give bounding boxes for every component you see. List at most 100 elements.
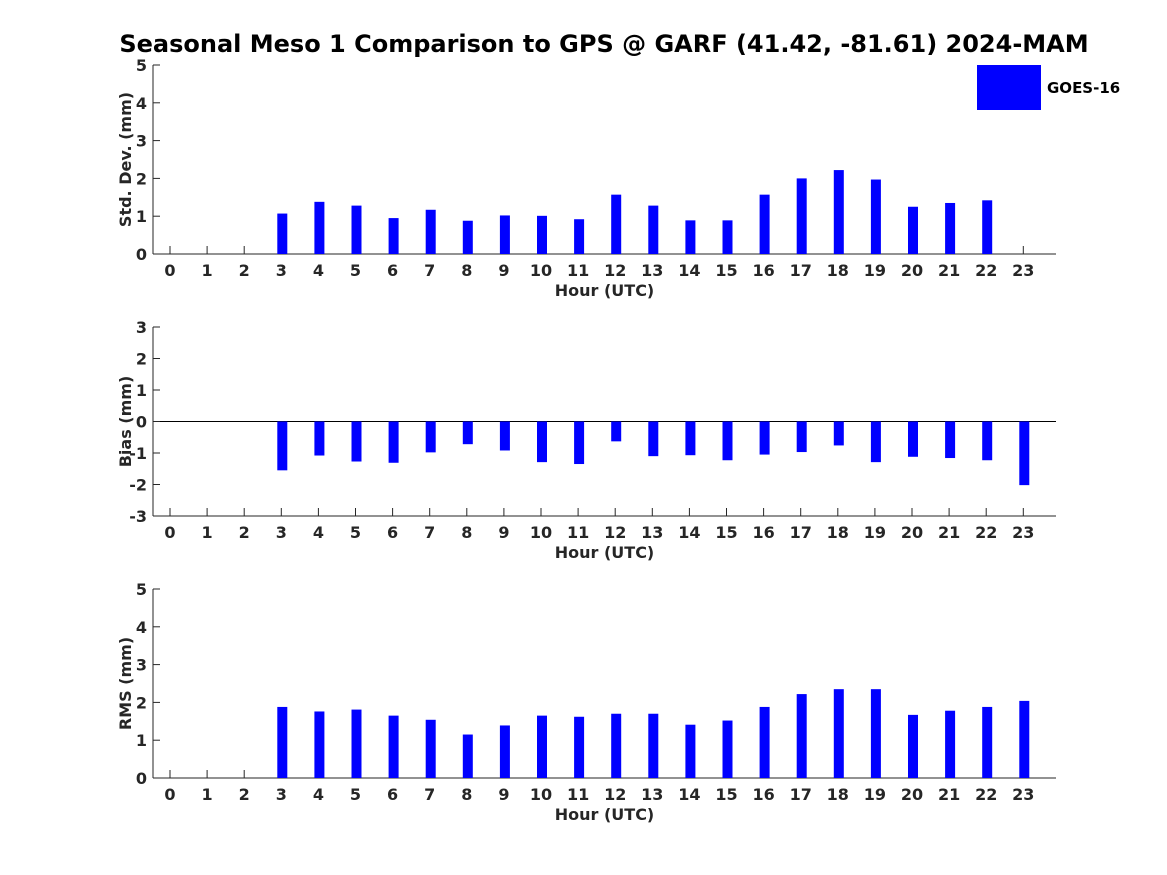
bias-xtick-label: 7 bbox=[424, 523, 435, 542]
std-dev-xtick-label: 2 bbox=[239, 261, 250, 280]
std-dev-xtick-label: 12 bbox=[604, 261, 626, 280]
std-dev-y-label: Std. Dev. (mm) bbox=[116, 92, 135, 227]
rms-bar-hour-16 bbox=[759, 706, 770, 778]
bias-bar-hour-4 bbox=[314, 421, 325, 456]
rms-bar-hour-12 bbox=[611, 713, 622, 778]
rms-xtick-label: 20 bbox=[901, 785, 923, 804]
rms-xtick-label: 23 bbox=[1012, 785, 1034, 804]
bias-ytick-label: 2 bbox=[136, 350, 147, 369]
rms-bar-hour-10 bbox=[537, 715, 547, 778]
bias-xtick-label: 4 bbox=[313, 523, 324, 542]
std-dev-ytick-label: 2 bbox=[136, 169, 147, 188]
bias-ytick-label: 3 bbox=[136, 318, 147, 337]
rms-xtick-label: 3 bbox=[276, 785, 287, 804]
rms-xtick-label: 9 bbox=[498, 785, 509, 804]
legend: GOES-16 bbox=[977, 65, 1120, 110]
rms-xtick-label: 1 bbox=[202, 785, 213, 804]
rms-xtick-label: 15 bbox=[715, 785, 737, 804]
bias-xtick-label: 6 bbox=[387, 523, 398, 542]
rms-ytick-label: 0 bbox=[136, 769, 147, 788]
std-dev-xtick-label: 16 bbox=[752, 261, 774, 280]
std-dev-xtick-label: 20 bbox=[901, 261, 923, 280]
std-dev-bar-hour-7 bbox=[425, 209, 436, 254]
bias-xtick-label: 18 bbox=[827, 523, 849, 542]
bias-y-label: Bias (mm) bbox=[116, 376, 135, 468]
bias-xtick-label: 3 bbox=[276, 523, 287, 542]
rms-ytick-label: 4 bbox=[136, 618, 147, 637]
rms-bar-hour-8 bbox=[462, 734, 473, 778]
bias-bar-hour-8 bbox=[462, 421, 473, 445]
std-dev-bar-hour-9 bbox=[499, 215, 510, 254]
bias-xtick-label: 1 bbox=[202, 523, 213, 542]
legend-swatch bbox=[977, 65, 1041, 110]
rms-bar-hour-22 bbox=[982, 706, 993, 778]
bias-xtick-label: 21 bbox=[938, 523, 960, 542]
bias-ytick-label: 0 bbox=[136, 413, 147, 432]
std-dev-bar-hour-13 bbox=[648, 205, 659, 254]
rms-bar-hour-21 bbox=[945, 710, 956, 778]
std-dev-xtick-label: 1 bbox=[202, 261, 213, 280]
std-dev-bar-hour-12 bbox=[611, 194, 622, 254]
rms-ytick-label: 2 bbox=[136, 693, 147, 712]
bias-ytick-label: -1 bbox=[129, 444, 147, 463]
rms-xtick-label: 12 bbox=[604, 785, 626, 804]
bias-ytick-label: -2 bbox=[129, 476, 147, 495]
bias-xtick-label: 2 bbox=[239, 523, 250, 542]
rms-xtick-label: 2 bbox=[239, 785, 250, 804]
bias-bar-hour-11 bbox=[574, 421, 585, 465]
rms-bar-hour-18 bbox=[833, 689, 844, 778]
std-dev-xtick-label: 14 bbox=[678, 261, 700, 280]
std-dev-xtick-label: 17 bbox=[790, 261, 812, 280]
std-dev-ytick-label: 1 bbox=[136, 207, 147, 226]
bias-bar-hour-5 bbox=[351, 421, 362, 462]
bias-bar-hour-12 bbox=[611, 421, 622, 442]
std-dev-bar-hour-8 bbox=[462, 220, 473, 254]
rms-bar-hour-9 bbox=[499, 725, 510, 778]
std-dev-bar-hour-4 bbox=[314, 201, 325, 254]
rms-bar-hour-17 bbox=[796, 694, 807, 778]
std-dev-xtick-label: 18 bbox=[827, 261, 849, 280]
rms-bar-hour-11 bbox=[574, 716, 585, 778]
rms-bar-hour-5 bbox=[351, 709, 362, 778]
std-dev-ytick-label: 0 bbox=[136, 245, 147, 264]
bias-bar-hour-23 bbox=[1019, 421, 1030, 486]
bias-xtick-label: 17 bbox=[790, 523, 812, 542]
rms-bar-hour-4 bbox=[314, 711, 325, 778]
bias-bar-hour-20 bbox=[908, 421, 918, 457]
std-dev-bar-hour-5 bbox=[351, 205, 362, 254]
rms-bar-hour-3 bbox=[277, 706, 288, 778]
std-dev-xtick-label: 22 bbox=[975, 261, 997, 280]
rms-xtick-label: 8 bbox=[461, 785, 472, 804]
legend-label: GOES-16 bbox=[1047, 79, 1120, 97]
std-dev-ytick-label: 4 bbox=[136, 94, 147, 113]
bias-bar-hour-18 bbox=[833, 421, 844, 446]
rms-bar-hour-23 bbox=[1019, 700, 1030, 778]
rms-bar-hour-7 bbox=[425, 719, 436, 778]
std-dev-bar-hour-17 bbox=[796, 178, 807, 254]
std-dev-bar-hour-21 bbox=[945, 202, 956, 254]
rms-bar-hour-14 bbox=[685, 724, 696, 778]
std-dev-bar-hour-10 bbox=[537, 215, 547, 254]
std-dev-bar-hour-15 bbox=[722, 220, 733, 254]
bias-bar-hour-13 bbox=[648, 421, 659, 457]
rms-xtick-label: 19 bbox=[864, 785, 886, 804]
bias-bar-hour-6 bbox=[388, 421, 399, 463]
std-dev-bar-hour-19 bbox=[870, 179, 881, 254]
bias-bar-hour-19 bbox=[870, 421, 881, 463]
bias-xtick-label: 10 bbox=[530, 523, 552, 542]
bias-xtick-label: 8 bbox=[461, 523, 472, 542]
bias-xtick-label: 22 bbox=[975, 523, 997, 542]
rms-xtick-label: 16 bbox=[752, 785, 774, 804]
std-dev-xtick-label: 9 bbox=[498, 261, 509, 280]
bias-bar-hour-17 bbox=[796, 421, 807, 453]
bias-x-label: Hour (UTC) bbox=[555, 543, 655, 562]
std-dev-xtick-label: 4 bbox=[313, 261, 324, 280]
rms-bar-hour-19 bbox=[870, 689, 881, 778]
bias-xtick-label: 9 bbox=[498, 523, 509, 542]
bias-bar-hour-14 bbox=[685, 421, 696, 456]
std-dev-bar-hour-6 bbox=[388, 218, 399, 254]
rms-xtick-label: 18 bbox=[827, 785, 849, 804]
